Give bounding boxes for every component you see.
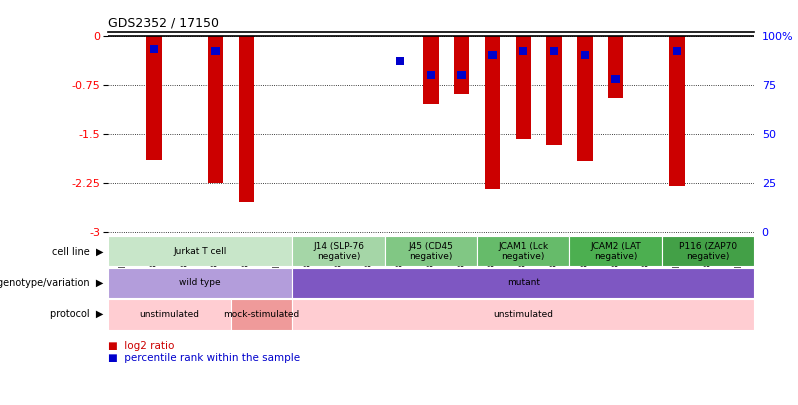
Bar: [292, 299, 754, 330]
Text: JCAM2 (LAT
negative): JCAM2 (LAT negative): [591, 242, 641, 261]
Bar: [611, 75, 620, 83]
Bar: [488, 51, 496, 59]
Text: unstimulated: unstimulated: [493, 310, 553, 319]
Bar: [457, 71, 466, 79]
Bar: [231, 299, 292, 330]
Text: Jurkat T cell: Jurkat T cell: [173, 247, 227, 256]
Text: mutant: mutant: [507, 278, 539, 288]
Text: wild type: wild type: [180, 278, 221, 288]
Bar: [292, 268, 754, 298]
Bar: [519, 47, 527, 55]
Text: mock-stimulated: mock-stimulated: [223, 310, 300, 319]
Bar: [581, 51, 589, 59]
Text: cell line  ▶: cell line ▶: [52, 246, 104, 256]
Text: genotype/variation  ▶: genotype/variation ▶: [0, 278, 104, 288]
Text: ■  percentile rank within the sample: ■ percentile rank within the sample: [108, 353, 300, 363]
Text: unstimulated: unstimulated: [140, 310, 200, 319]
Bar: [547, 36, 562, 145]
Text: J45 (CD45
negative): J45 (CD45 negative): [409, 242, 453, 261]
Bar: [146, 36, 161, 160]
Bar: [662, 236, 754, 266]
Bar: [385, 236, 477, 266]
Bar: [211, 47, 219, 55]
Bar: [608, 36, 623, 98]
Bar: [108, 268, 292, 298]
Bar: [396, 57, 405, 65]
Bar: [550, 47, 559, 55]
Bar: [292, 236, 385, 266]
Text: ■  log2 ratio: ■ log2 ratio: [108, 341, 174, 351]
Bar: [108, 236, 292, 266]
Bar: [454, 36, 469, 94]
Text: JCAM1 (Lck
negative): JCAM1 (Lck negative): [498, 242, 548, 261]
Bar: [577, 36, 592, 161]
Bar: [207, 36, 223, 183]
Text: protocol  ▶: protocol ▶: [50, 309, 104, 320]
Bar: [670, 36, 685, 186]
Bar: [673, 47, 681, 55]
Bar: [150, 45, 158, 53]
Bar: [427, 71, 435, 79]
Text: GDS2352 / 17150: GDS2352 / 17150: [108, 17, 219, 30]
Bar: [239, 36, 254, 202]
Bar: [484, 36, 500, 189]
Bar: [423, 36, 439, 104]
Text: J14 (SLP-76
negative): J14 (SLP-76 negative): [313, 242, 364, 261]
Bar: [516, 36, 531, 139]
Bar: [108, 299, 231, 330]
Text: P116 (ZAP70
negative): P116 (ZAP70 negative): [679, 242, 737, 261]
Bar: [477, 236, 570, 266]
Bar: [570, 236, 662, 266]
